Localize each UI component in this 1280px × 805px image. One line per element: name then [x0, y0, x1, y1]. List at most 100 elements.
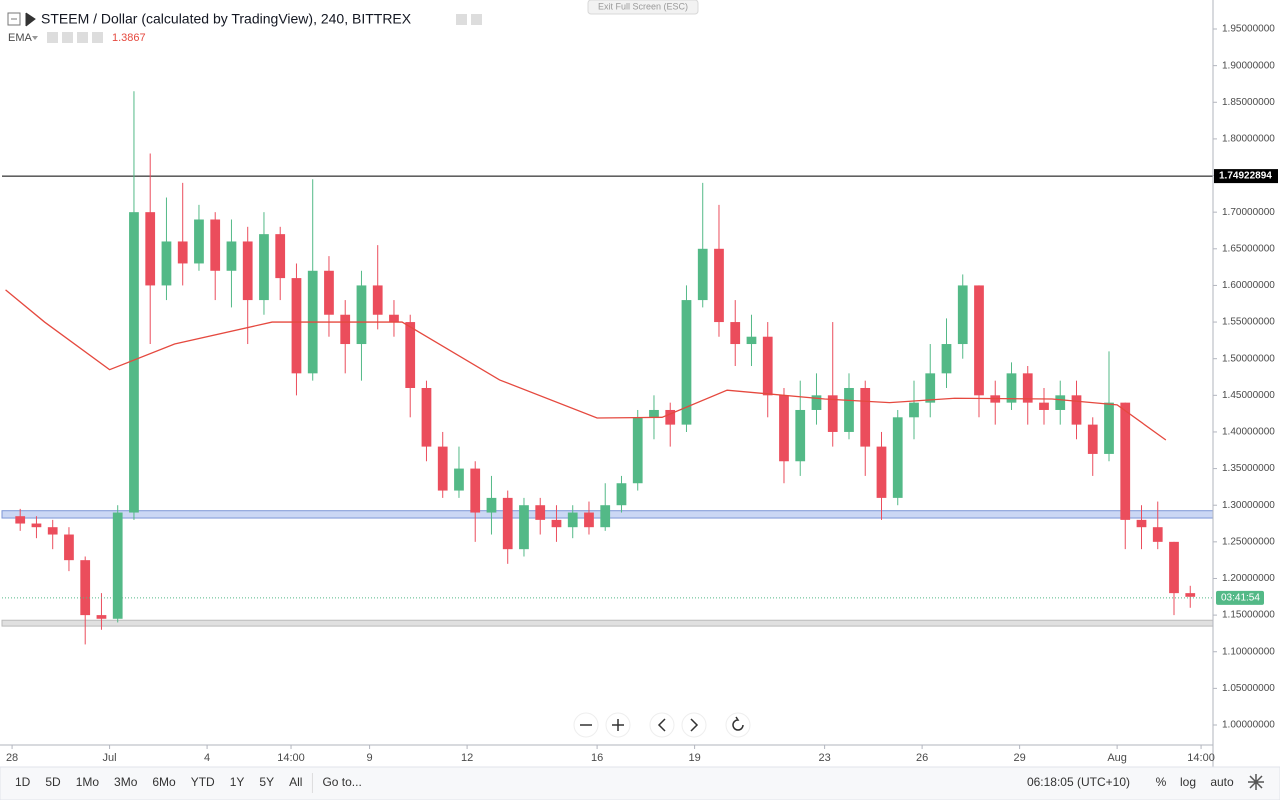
candle-body: [649, 409, 659, 418]
indicator-eye[interactable]: [47, 32, 58, 43]
settings-button[interactable]: [456, 14, 467, 25]
scroll-right-icon: [690, 718, 699, 732]
x-tick-label: 29: [1013, 752, 1025, 764]
candle-body: [242, 241, 253, 301]
candle-body: [957, 285, 968, 345]
scroll-right-button[interactable]: [681, 712, 707, 738]
x-tick-label: 14:00: [1187, 752, 1215, 764]
candle-body: [632, 417, 643, 484]
chart-title: STEEM / Dollar (calculated by TradingVie…: [41, 11, 412, 27]
plot-area: [1, 91, 1214, 645]
y-tick-label: 1.65000000: [1222, 243, 1275, 254]
reset-button[interactable]: [725, 712, 751, 738]
candle-body: [259, 234, 269, 301]
x-tick-label: Jul: [103, 752, 117, 764]
candle-body: [892, 417, 903, 498]
candle-body: [1169, 541, 1179, 594]
candle-body: [177, 241, 188, 264]
scale-option[interactable]: auto: [1210, 775, 1234, 789]
indicator-add[interactable]: [77, 32, 88, 43]
y-tick-label: 1.60000000: [1222, 280, 1275, 291]
candle-body: [470, 468, 481, 513]
candle-body: [1006, 373, 1017, 403]
candle-body: [291, 278, 302, 374]
x-tick-label: 4: [204, 752, 210, 764]
goto-button[interactable]: Go to...: [322, 775, 361, 789]
zoom-controls: [573, 712, 751, 738]
candle-body: [210, 219, 221, 271]
candle-body: [161, 241, 172, 286]
indicator-remove[interactable]: [92, 32, 103, 43]
candle-body: [486, 497, 497, 513]
candle-body: [1104, 402, 1114, 454]
range-button[interactable]: 6Mo: [152, 775, 176, 789]
settings-icon[interactable]: [1248, 774, 1264, 790]
x-tick-label: 12: [461, 752, 473, 764]
candle-body: [340, 314, 351, 345]
x-tick-label: 9: [367, 752, 373, 764]
close-button[interactable]: [471, 14, 482, 25]
candle-body: [112, 512, 123, 619]
y-tick-label: 1.95000000: [1222, 24, 1275, 35]
x-tick-label: 16: [591, 752, 603, 764]
candle-body: [1120, 402, 1131, 520]
range-button[interactable]: 1Y: [230, 775, 245, 789]
range-button[interactable]: 1Mo: [76, 775, 100, 789]
price-line-label: 03:41:54: [1221, 593, 1260, 604]
candle-body: [925, 373, 936, 403]
candle-body: [519, 505, 529, 550]
exit-fullscreen-label[interactable]: Exit Full Screen (ESC): [598, 1, 688, 11]
x-tick-label: 14:00: [277, 752, 305, 764]
candle-body: [567, 512, 578, 528]
candle-body: [389, 314, 399, 323]
range-button[interactable]: 5D: [45, 775, 61, 789]
candle-body: [96, 615, 107, 619]
y-tick-label: 1.15000000: [1222, 610, 1275, 621]
candle-body: [372, 285, 383, 315]
range-button[interactable]: All: [289, 775, 302, 789]
ema-line: [5, 289, 1167, 441]
scroll-left-button[interactable]: [649, 712, 675, 738]
scale-option[interactable]: log: [1180, 775, 1196, 789]
range-button[interactable]: 3Mo: [114, 775, 138, 789]
indicator-settings[interactable]: [62, 32, 73, 43]
x-tick-label: 26: [916, 752, 928, 764]
x-tick-label: Aug: [1107, 752, 1127, 764]
candle-body: [64, 534, 74, 561]
y-tick-label: 1.85000000: [1222, 97, 1275, 108]
range-button[interactable]: 5Y: [259, 775, 274, 789]
y-tick-label: 1.45000000: [1222, 390, 1275, 401]
candle-body: [584, 512, 594, 528]
candle-body: [324, 270, 334, 315]
candle-body: [535, 505, 546, 520]
price-line-box: [1216, 590, 1264, 605]
y-tick-label: 1.20000000: [1222, 573, 1275, 584]
candle-body: [405, 322, 416, 388]
x-tick-label: 19: [688, 752, 700, 764]
candle-body: [437, 446, 448, 491]
price-label-box: [1214, 169, 1278, 184]
candle-body: [356, 285, 367, 345]
y-tick-label: 1.35000000: [1222, 463, 1275, 474]
y-tick-label: 1.55000000: [1222, 317, 1275, 328]
y-tick-label: 1.00000000: [1222, 720, 1275, 731]
y-tick-label: 1.40000000: [1222, 427, 1275, 438]
y-tick-label: 1.80000000: [1222, 134, 1275, 145]
candle-body: [1087, 424, 1098, 454]
x-tick-label: 23: [818, 752, 830, 764]
toolbar-items: 1D 5D 1Mo 3Mo 6Mo YTD 1Y 5Y All Go to... 06:18:05 …: [15, 773, 1234, 793]
range-button[interactable]: 1D: [15, 775, 31, 789]
indicator-name: EMA: [8, 32, 33, 44]
indicator-menu[interactable]: [32, 36, 38, 40]
clock: 06:18:05 (UTC+10): [1027, 775, 1130, 789]
reset-icon: [732, 716, 744, 731]
collapse-button[interactable]: [7, 12, 21, 26]
zone: [1, 619, 1214, 627]
scroll-left-icon: [657, 718, 666, 732]
scale-option[interactable]: %: [1156, 775, 1167, 789]
range-button[interactable]: YTD: [191, 775, 215, 789]
candle-body: [226, 241, 237, 271]
candle-body: [909, 402, 919, 418]
candle-body: [844, 387, 854, 432]
exit-fullscreen-button[interactable]: [587, 0, 699, 15]
